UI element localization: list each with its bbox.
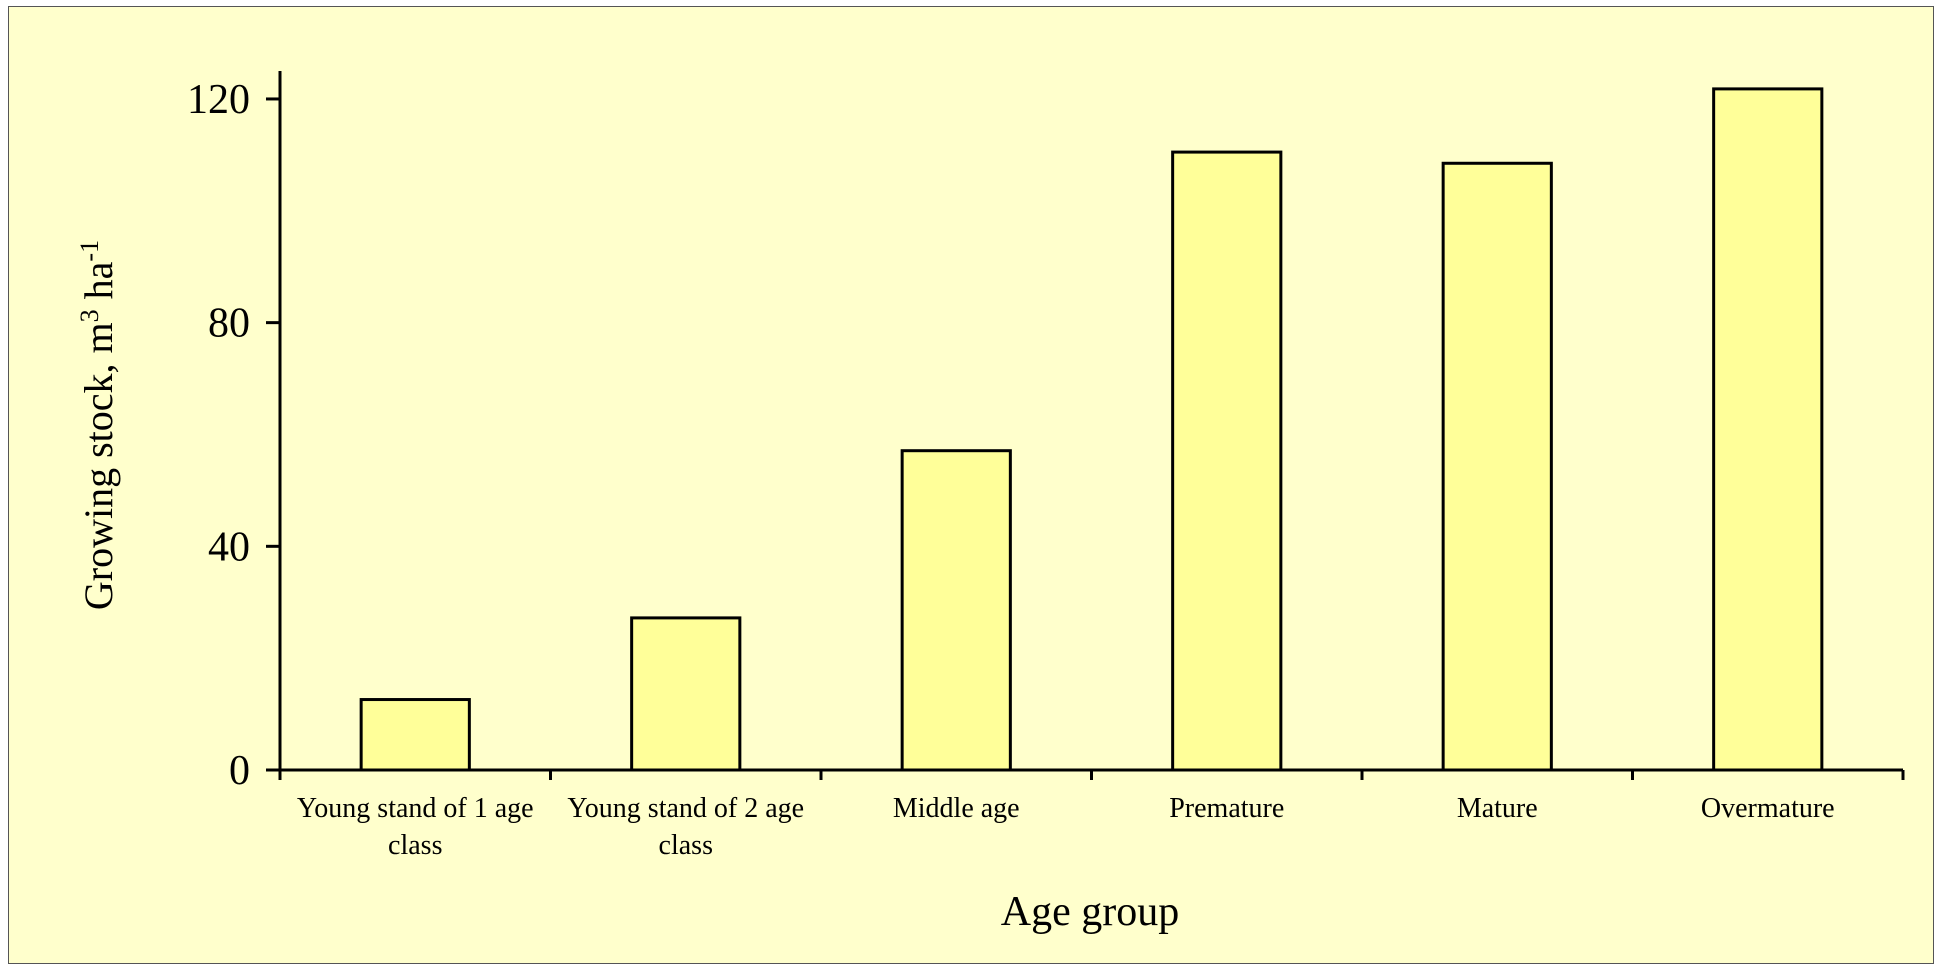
bar <box>900 449 1012 772</box>
x-tick-label: Young stand of 2 age class <box>567 793 805 861</box>
x-tick-label: Premature <box>1169 793 1285 824</box>
y-axis-title-part: ha <box>76 261 121 309</box>
y-axis-title-part: Growing stock, m <box>76 322 121 610</box>
y-tick-label: 80 <box>208 301 250 347</box>
x-tick-label: Overmature <box>1700 793 1835 824</box>
bar <box>1171 150 1283 772</box>
x-tick-label: Middle age <box>892 793 1020 824</box>
bar <box>630 616 742 772</box>
bar <box>1441 161 1553 772</box>
y-axis-title: Growing stock, m3 ha-1 <box>75 240 122 610</box>
y-tick-label: 40 <box>208 524 250 570</box>
y-axis-title-sup: -1 <box>75 240 104 262</box>
bar <box>359 698 471 772</box>
y-tick-label: 0 <box>229 748 250 794</box>
y-tick-label: 120 <box>187 77 250 123</box>
y-axis-title-sup: 3 <box>75 309 104 322</box>
x-axis-title: Age group <box>1001 889 1179 935</box>
bar <box>1712 87 1824 772</box>
x-tick-label: Young stand of 1 age class <box>296 793 534 861</box>
x-tick-label: Mature <box>1456 793 1538 824</box>
